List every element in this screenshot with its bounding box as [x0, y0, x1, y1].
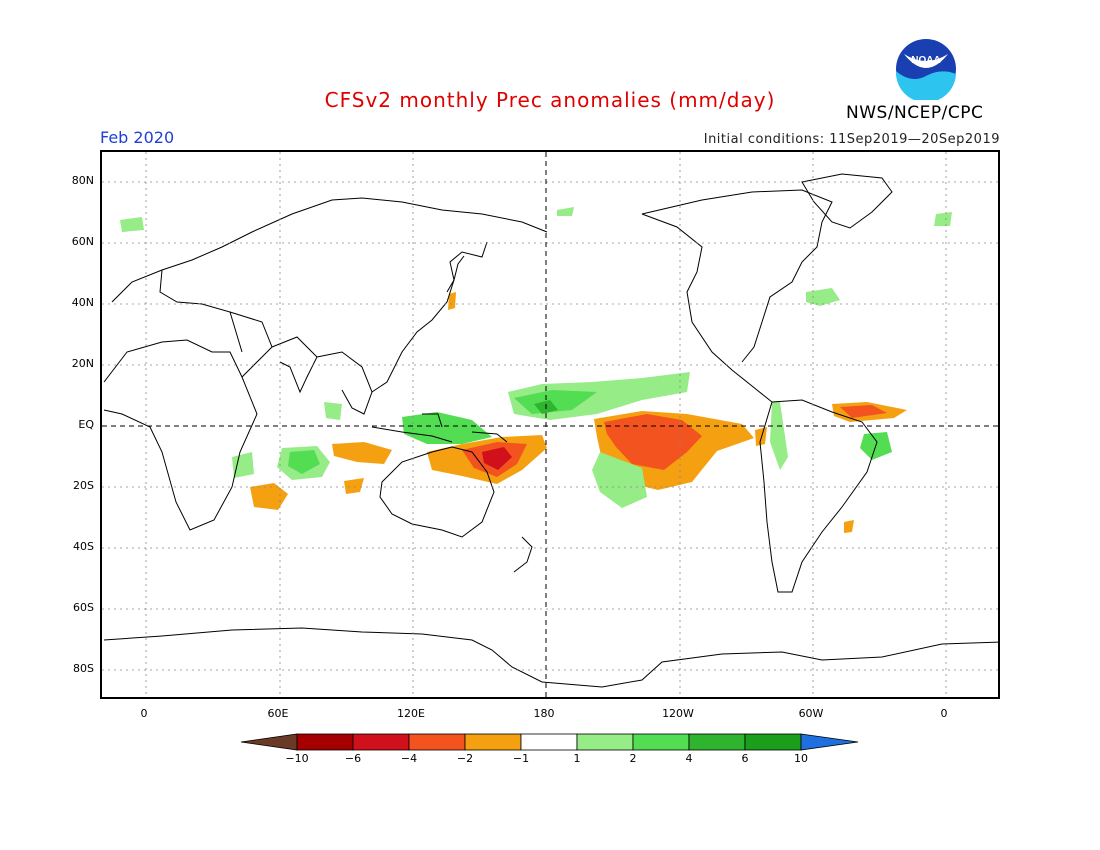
colorbar-swatch [744, 733, 802, 751]
lon-label-60w: 60W [798, 707, 824, 720]
colorbar-swatch [520, 733, 578, 751]
colorbar-arrow-right [800, 733, 859, 751]
colorbar-swatch [632, 733, 690, 751]
colorbar-swatch [688, 733, 746, 751]
lon-label-120w: 120W [662, 707, 694, 720]
colorbar-label: −4 [400, 752, 418, 765]
lon-label-180: 180 [533, 707, 555, 720]
colorbar-label: 10 [794, 752, 808, 765]
colorbar-label: −10 [285, 752, 309, 765]
wet-anomaly-north-pacific-small [557, 207, 574, 216]
colorbar-swatch [576, 733, 634, 751]
lon-label-60e: 60E [267, 707, 289, 720]
logo-text: NOAA [911, 55, 940, 66]
colorbar-label: 6 [741, 752, 749, 765]
wet-anomaly-north-atlantic [806, 288, 840, 306]
lat-label-60n: 60N [71, 235, 94, 248]
colorbar-swatch [296, 733, 354, 751]
initial-conditions: Initial conditions: 11Sep2019—20Sep2019 [703, 132, 1000, 147]
dry-anomaly-indian-ocean [332, 442, 392, 464]
wet-anomaly-greenland-east [934, 212, 952, 226]
dry-anomaly-japan [448, 292, 456, 310]
agency-label: NWS/NCEP/CPC [846, 103, 984, 123]
colorbar-label: 4 [685, 752, 693, 765]
dry-anomaly-amazon-mouth-core [840, 405, 887, 418]
colorbar-label: 2 [629, 752, 637, 765]
noaa-logo: NOAA [895, 38, 957, 103]
coastlines [103, 173, 998, 688]
grid-lines [102, 152, 998, 697]
dry-anomaly-south-indian [344, 478, 364, 494]
wet-anomaly-europe-north [120, 217, 144, 232]
forecast-month: Feb 2020 [100, 128, 175, 147]
dry-anomaly-east-pacific [755, 427, 767, 446]
lat-label-60s: 60S [73, 601, 94, 614]
lon-label-120e: 120E [397, 707, 425, 720]
wet-anomaly-bay-bengal [324, 402, 342, 420]
colorbar-label: −2 [456, 752, 474, 765]
colorbar [240, 733, 860, 755]
wet-anomaly-andes [770, 402, 788, 470]
lat-label-40n: 40N [71, 296, 94, 309]
lat-label-80s: 80S [73, 662, 94, 675]
colorbar-swatch [352, 733, 410, 751]
dry-anomaly-maritime-strong [482, 447, 512, 470]
wet-anomaly-south-pacific [592, 452, 647, 508]
anomaly-shading [120, 207, 952, 533]
lon-label-0-right: 0 [940, 707, 948, 720]
dry-anomaly-central-pacific-core [604, 414, 702, 470]
wet-anomaly-indian-ocean-core [288, 450, 320, 474]
colorbar-label: −6 [344, 752, 362, 765]
colorbar-swatch [464, 733, 522, 751]
lat-label-20s: 20S [73, 479, 94, 492]
lon-label-0-left: 0 [140, 707, 148, 720]
wet-anomaly-maritime [402, 412, 492, 444]
lat-label-eq: EQ [78, 418, 94, 431]
colorbar-arrow-left [240, 733, 298, 751]
lat-label-80n: 80N [71, 174, 94, 187]
wet-anomaly-africa-east [232, 452, 254, 478]
anomaly-map [100, 150, 1000, 699]
colorbar-label: 1 [573, 752, 581, 765]
chart-title: CFSv2 monthly Prec anomalies (mm/day) [324, 88, 776, 112]
colorbar-swatch [408, 733, 466, 751]
colorbar-label: −1 [512, 752, 530, 765]
dry-anomaly-madagascar [250, 483, 288, 510]
lat-label-40s: 40S [73, 540, 94, 553]
lat-label-20n: 20N [71, 357, 94, 370]
wet-anomaly-pacific-itcz-core [514, 390, 597, 414]
dry-anomaly-south-atlantic [844, 520, 854, 533]
